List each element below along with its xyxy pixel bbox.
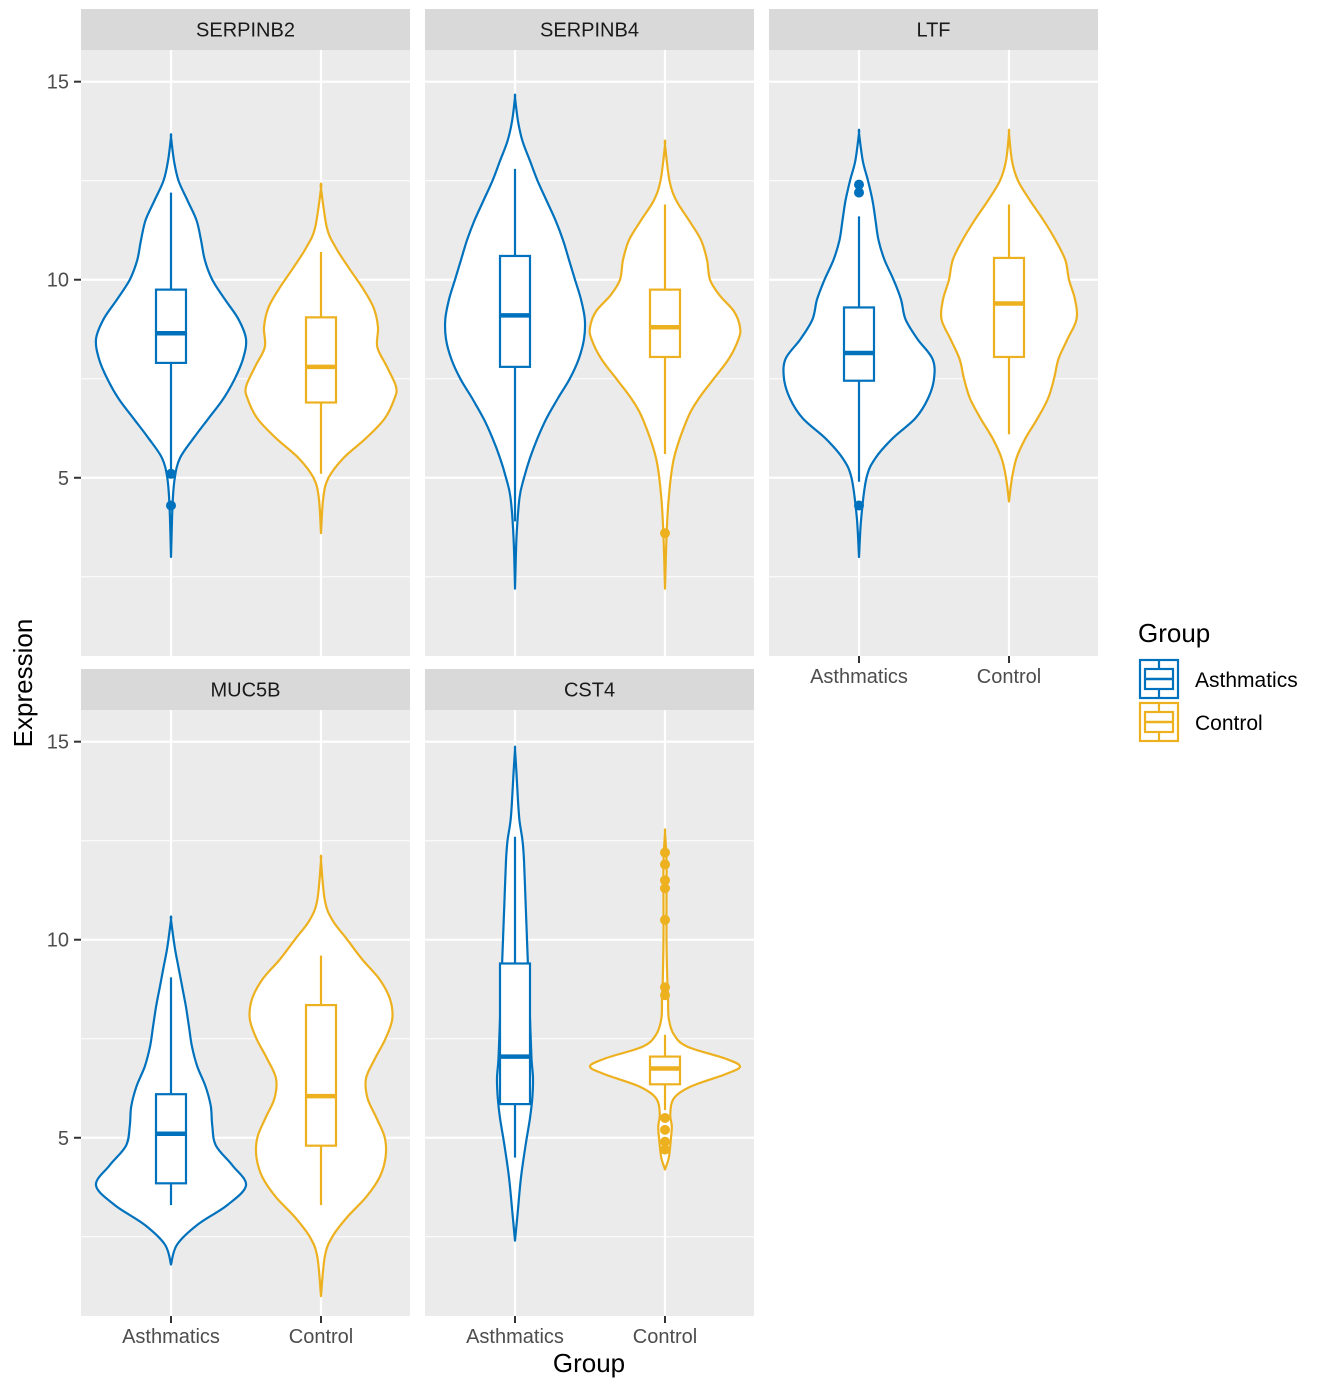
- axes-layer: 5 10 15 Asthmatics Control 5 10 15 Asthmatics Con…: [47, 72, 1041, 1348]
- facet-panel: LTF: [769, 9, 1098, 656]
- group-control: [939, 128, 1079, 503]
- y-tick-label: 15: [47, 732, 69, 754]
- panel-strip-title: LTF: [916, 20, 950, 42]
- x-axis-title: Group: [553, 1348, 625, 1378]
- outlier-point: [660, 990, 670, 1001]
- legend: Group Asthmatics Control: [1138, 618, 1298, 743]
- box: [154, 1093, 188, 1185]
- legend-key-outline: [1138, 701, 1180, 743]
- group-control: [244, 182, 398, 535]
- box: [154, 288, 188, 365]
- outlier-point: [660, 1136, 670, 1147]
- x-tick-label: Asthmatics: [122, 1326, 220, 1348]
- group-control: [588, 139, 742, 590]
- group-asthmatics: [94, 915, 248, 1266]
- y-tick-label: 15: [47, 72, 69, 94]
- outlier-point: [166, 500, 176, 511]
- group-control: [248, 854, 394, 1298]
- box: [304, 316, 338, 404]
- facet-panel: CST4: [425, 669, 754, 1316]
- outlier-point: [660, 1144, 670, 1155]
- panel-strip-title: MUC5B: [210, 680, 280, 702]
- outlier-point: [660, 883, 670, 894]
- outlier-point: [854, 179, 864, 190]
- y-axis-title: Expression: [8, 619, 38, 748]
- box: [992, 256, 1026, 359]
- panel-strip: [81, 669, 410, 710]
- panel-strip: [425, 9, 754, 50]
- group-asthmatics: [94, 133, 248, 559]
- legend-key-control: Control: [1138, 701, 1263, 743]
- facet-panel: SERPINB4: [425, 9, 754, 656]
- panel-strip: [769, 9, 1098, 50]
- legend-title: Group: [1138, 618, 1210, 648]
- x-tick-label: Control: [289, 1326, 353, 1348]
- facet-panel: MUC5B: [81, 669, 410, 1316]
- panel-strip-title: SERPINB2: [196, 20, 295, 42]
- group-asthmatics: [495, 745, 535, 1242]
- box: [304, 1003, 338, 1147]
- legend-label: Control: [1195, 712, 1263, 735]
- facet-panel: SERPINB2: [81, 9, 410, 656]
- outlier-point: [660, 859, 670, 870]
- legend-key-asthmatics: Asthmatics: [1138, 658, 1298, 700]
- x-tick-label: Asthmatics: [810, 666, 908, 688]
- panel-strip-title: CST4: [564, 680, 615, 702]
- x-tick-label: Control: [977, 666, 1041, 688]
- outlier-point: [854, 187, 864, 198]
- outlier-point: [166, 468, 176, 479]
- outlier-point: [660, 875, 670, 886]
- panel-strip-title: SERPINB4: [540, 20, 639, 42]
- y-tick-label: 5: [58, 468, 69, 490]
- y-tick-label: 10: [47, 930, 69, 952]
- box: [498, 254, 532, 368]
- legend-key-outline: [1138, 658, 1180, 700]
- legend-items: Asthmatics Control: [1138, 658, 1298, 743]
- outlier-point: [660, 528, 670, 539]
- box: [648, 288, 682, 359]
- outlier-point: [660, 1124, 670, 1135]
- group-control: [588, 828, 742, 1171]
- panel-strip: [81, 9, 410, 50]
- y-tick-label: 10: [47, 270, 69, 292]
- box: [498, 962, 532, 1106]
- group-asthmatics: [443, 93, 587, 590]
- y-tick-label: 5: [58, 1128, 69, 1150]
- outlier-point: [660, 1112, 670, 1123]
- legend-label: Asthmatics: [1195, 669, 1298, 692]
- outlier-point: [660, 982, 670, 993]
- group-asthmatics: [782, 128, 936, 559]
- outlier-point: [854, 500, 864, 511]
- panel-background: [425, 710, 754, 1316]
- x-tick-label: Control: [633, 1326, 697, 1348]
- box: [842, 306, 876, 382]
- panels-layer: SERPINB2 SERPINB4 LTF MUC5B CST4: [81, 9, 1098, 1316]
- x-tick-label: Asthmatics: [466, 1326, 564, 1348]
- outlier-point: [660, 847, 670, 858]
- outlier-point: [660, 914, 670, 925]
- panel-strip: [425, 669, 754, 710]
